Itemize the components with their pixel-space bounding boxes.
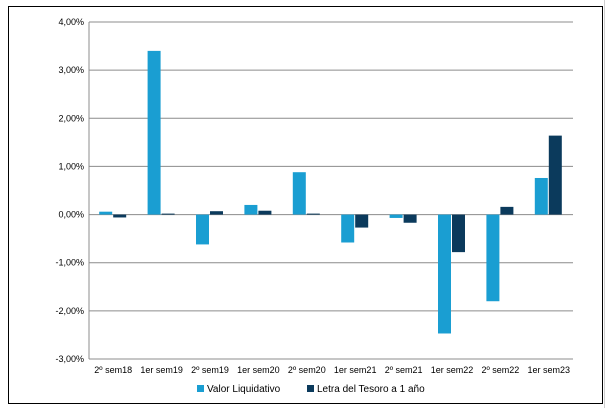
y-tick-label: 4,00% [58,17,84,27]
bar-valor-liquidativo [341,214,355,243]
bar-letra-del-tesoro [403,214,417,223]
x-tick-label: 2º sem18 [94,365,132,375]
bar-letra-del-tesoro [548,135,562,215]
x-tick-label: 2º sem20 [288,365,326,375]
bar-valor-liquidativo [438,214,451,334]
bar-letra-del-tesoro [500,206,514,215]
bar-valor-liquidativo [196,214,209,245]
legend-swatch-letra-del-tesoro [307,385,314,392]
bar-valor-liquidativo [99,211,113,215]
legend-label-valor-liquidativo: Valor Liquidativo [207,384,281,395]
bar-valor-liquidativo [244,204,258,215]
bar-letra-del-tesoro [161,213,175,215]
y-tick-label: 3,00% [58,65,84,75]
x-tick-label: 1er sem21 [334,365,377,375]
y-tick-label: 2,00% [58,113,84,123]
bar-valor-liquidativo [292,172,306,215]
bar-valor-liquidativo [147,50,161,215]
bar-letra-del-tesoro [452,214,465,253]
bar-letra-del-tesoro [113,214,127,218]
x-tick-label: 1er sem22 [431,365,474,375]
bar-letra-del-tesoro [306,213,320,215]
x-tick-label: 2º sem21 [385,365,423,375]
y-axis-tick-labels: 4,00% 3,00% 2,00% 1,00% 0,00% -1,00% -2,00% -3,… [55,17,84,364]
bar-letra-del-tesoro [355,214,369,228]
y-tick-label: 1,00% [58,161,84,171]
x-axis-tick-labels: 2º sem18 1er sem19 2º sem19 1er sem20 2º sem… [94,365,570,375]
x-tick-label: 1er sem19 [140,365,183,375]
legend-swatch-valor-liquidativo [197,385,204,392]
y-tick-label: -2,00% [55,306,84,316]
y-tick-label: -3,00% [55,354,84,364]
bar-valor-liquidativo [486,214,500,302]
x-tick-label: 2º sem19 [191,365,229,375]
bar-valor-liquidativo [389,214,403,218]
legend: Valor Liquidativo Letra del Tesoro a 1 a… [197,384,425,395]
bar-valor-liquidativo [534,177,548,215]
bars [99,50,562,334]
x-tick-label: 2º sem22 [481,365,519,375]
legend-label-letra-del-tesoro: Letra del Tesoro a 1 año [317,384,425,395]
bar-letra-del-tesoro [258,210,272,215]
x-tick-label: 1er sem23 [528,365,571,375]
x-tick-label: 1er sem20 [237,365,280,375]
y-tick-label: -1,00% [55,258,84,268]
page-edge-divider [604,0,605,408]
gridlines [88,21,573,360]
bar-letra-del-tesoro [210,211,223,215]
y-tick-label: 0,00% [58,210,84,220]
